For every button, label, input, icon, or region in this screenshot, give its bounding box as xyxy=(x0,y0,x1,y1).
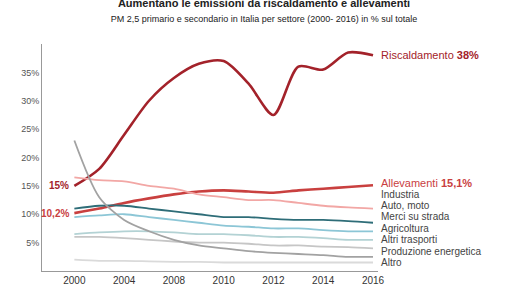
svg-text:Industria: Industria xyxy=(381,189,420,200)
svg-text:25%: 25% xyxy=(21,124,39,134)
svg-text:35%: 35% xyxy=(21,68,39,78)
svg-text:15%: 15% xyxy=(49,180,69,191)
svg-text:20%: 20% xyxy=(21,153,39,163)
svg-text:10,2%: 10,2% xyxy=(41,208,69,219)
svg-text:30%: 30% xyxy=(21,96,39,106)
svg-text:2010: 2010 xyxy=(213,275,236,286)
svg-text:10%: 10% xyxy=(21,209,39,219)
svg-text:Altro: Altro xyxy=(381,257,402,268)
svg-text:Riscaldamento 38%: Riscaldamento 38% xyxy=(381,49,479,61)
svg-text:Merci su strada: Merci su strada xyxy=(381,211,450,222)
svg-text:Agricoltura: Agricoltura xyxy=(381,223,429,234)
svg-text:Altri trasporti: Altri trasporti xyxy=(381,234,437,245)
svg-text:2008: 2008 xyxy=(163,275,186,286)
svg-text:2000: 2000 xyxy=(63,275,86,286)
svg-text:Auto, moto: Auto, moto xyxy=(381,200,430,211)
svg-text:2014: 2014 xyxy=(312,275,335,286)
svg-text:5%: 5% xyxy=(26,238,39,248)
svg-text:Allevamenti 15,1%: Allevamenti 15,1% xyxy=(381,177,472,189)
svg-text:2012: 2012 xyxy=(262,275,285,286)
svg-text:Aumentano le emissioni da risc: Aumentano le emissioni da riscaldamento … xyxy=(111,0,418,24)
svg-text:Produzione energetica: Produzione energetica xyxy=(381,246,482,257)
svg-text:2004: 2004 xyxy=(113,275,136,286)
svg-text:15%: 15% xyxy=(21,181,39,191)
svg-text:2016: 2016 xyxy=(362,275,385,286)
